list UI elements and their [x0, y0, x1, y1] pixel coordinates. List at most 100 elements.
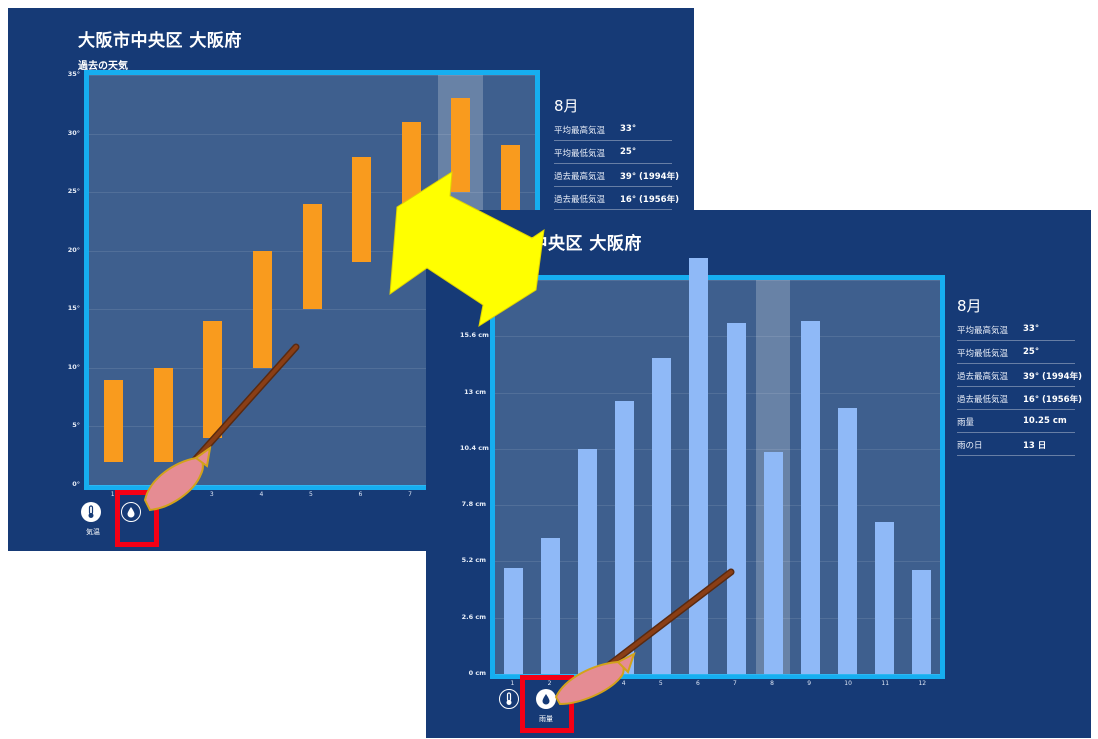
temperature-button[interactable]: [499, 689, 519, 709]
info-row: 過去最高気温 39° (1994年): [957, 364, 1082, 387]
info-row: 過去最低気温 16° (1956年): [957, 387, 1082, 410]
info-value: 25°: [1023, 347, 1040, 357]
gridline: [495, 336, 940, 338]
bar-6[interactable]: [689, 258, 709, 674]
x-tick-label: 12: [918, 680, 927, 687]
x-tick-label: 11: [881, 680, 890, 687]
temperature-button[interactable]: [81, 502, 101, 522]
info-label: 過去最高気温: [957, 372, 1009, 382]
x-tick-label: 3: [209, 491, 214, 498]
x-tick-label: 9: [807, 680, 812, 687]
y-tick-label: 5.2 cm: [461, 556, 486, 565]
bar-2[interactable]: [153, 367, 173, 462]
x-tick-label: 2: [160, 491, 165, 498]
bar-5[interactable]: [302, 203, 322, 310]
y-tick-label: 7.8 cm: [461, 500, 486, 509]
x-tick-label: 1: [110, 491, 115, 498]
info-row: 過去最低気温 16° (1956年): [554, 187, 679, 210]
x-tick-label: 10: [844, 680, 852, 687]
info-row: 平均最低気温 25°: [554, 141, 672, 164]
bar-8[interactable]: [451, 98, 471, 193]
bar-8[interactable]: [763, 452, 783, 674]
x-tick-label: 2: [547, 680, 552, 687]
y-tick-label: 20°: [67, 245, 80, 254]
info-row: 雨の日 13 日: [957, 433, 1075, 456]
info-label: 過去最高気温: [554, 172, 606, 182]
y-tick-label: 10°: [67, 362, 80, 371]
gridline: [89, 75, 535, 76]
y-tick-label: 2.6 cm: [461, 612, 486, 621]
bar-7[interactable]: [726, 323, 746, 674]
bar-10[interactable]: [837, 407, 857, 674]
thermometer-icon: [506, 692, 512, 705]
bar-11[interactable]: [874, 522, 894, 674]
x-tick-label: 1: [510, 680, 515, 687]
y-tick-label: 15°: [67, 304, 80, 313]
bar-4[interactable]: [252, 250, 272, 368]
bar-5[interactable]: [652, 357, 672, 674]
x-tick-label: 4: [259, 491, 264, 498]
thermometer-icon: [88, 505, 94, 518]
y-tick-label: 5°: [72, 421, 80, 430]
bar-12[interactable]: [911, 570, 931, 674]
info-value: 39° (1994年): [1023, 372, 1082, 382]
info-month: 8月: [957, 297, 982, 315]
gridline: [89, 485, 535, 486]
info-row: 平均最高気温 33°: [554, 118, 672, 141]
info-value: 25°: [620, 147, 637, 157]
y-tick-label: 30°: [67, 128, 80, 137]
gridline: [495, 617, 940, 619]
y-tick-label: 0 cm: [468, 669, 486, 677]
raindrop-icon: [127, 507, 135, 518]
rainfall-button-label: 雨量: [539, 715, 553, 723]
info-label: 過去最低気温: [957, 395, 1009, 405]
x-tick-label: 6: [358, 491, 363, 498]
gridline: [495, 392, 940, 394]
bar-3[interactable]: [203, 321, 223, 439]
rainfall-button[interactable]: [536, 689, 556, 709]
info-value: 10.25 cm: [1023, 416, 1067, 426]
y-tick-label: 13 cm: [464, 387, 486, 396]
x-tick-label: 7: [408, 491, 412, 498]
page-subtitle: 過去の天気: [78, 61, 128, 72]
gridline: [495, 561, 940, 563]
red-highlight-box: [115, 490, 159, 547]
raindrop-icon: [542, 694, 550, 705]
info-month: 8月: [554, 97, 579, 115]
info-value: 13 日: [1023, 441, 1047, 451]
bar-1[interactable]: [104, 379, 124, 462]
rainfall-chart[interactable]: [490, 258, 945, 679]
gridline: [495, 280, 940, 281]
info-label: 雨の日: [957, 441, 983, 451]
bar-9[interactable]: [800, 321, 820, 674]
page-subtitle: 過去の天気: [478, 262, 528, 273]
info-label: 平均最低気温: [554, 149, 606, 159]
y-tick-label: 10.4 cm: [460, 443, 489, 452]
x-tick-label: 7: [733, 680, 737, 687]
x-tick-label: 5: [658, 680, 663, 687]
info-value: 33°: [1023, 324, 1040, 334]
info-label: 過去最低気温: [554, 195, 606, 205]
bar-2[interactable]: [541, 537, 561, 674]
bar-6[interactable]: [352, 157, 372, 263]
bar-3[interactable]: [578, 448, 598, 674]
rainfall-panel: 大阪市中央区 大阪府 過去の天気 8月 雨量 18.2 cm 15.6 cm 13 …: [426, 210, 1091, 738]
info-row: 平均最低気温 25°: [957, 341, 1075, 364]
x-tick-label: 4: [621, 680, 626, 687]
info-value: 16° (1956年): [1023, 395, 1082, 405]
bar-1[interactable]: [504, 567, 524, 674]
y-tick-label: 25°: [67, 187, 80, 196]
info-value: 39° (1994年): [620, 172, 679, 182]
y-tick-label: 35°: [67, 70, 80, 78]
bar-4[interactable]: [615, 401, 635, 674]
gridline: [495, 505, 940, 507]
y-tick-label: 18.2 cm: [460, 275, 489, 283]
rainfall-button[interactable]: [121, 502, 141, 522]
info-row: 平均最高気温 33°: [957, 318, 1075, 341]
gridline: [495, 448, 940, 450]
info-label: 平均最高気温: [554, 126, 606, 136]
info-row: 過去最高気温 39° (1994年): [554, 164, 679, 187]
bar-7[interactable]: [401, 121, 421, 204]
y-tick-label: 0°: [72, 480, 80, 488]
x-tick-label: 3: [584, 680, 589, 687]
